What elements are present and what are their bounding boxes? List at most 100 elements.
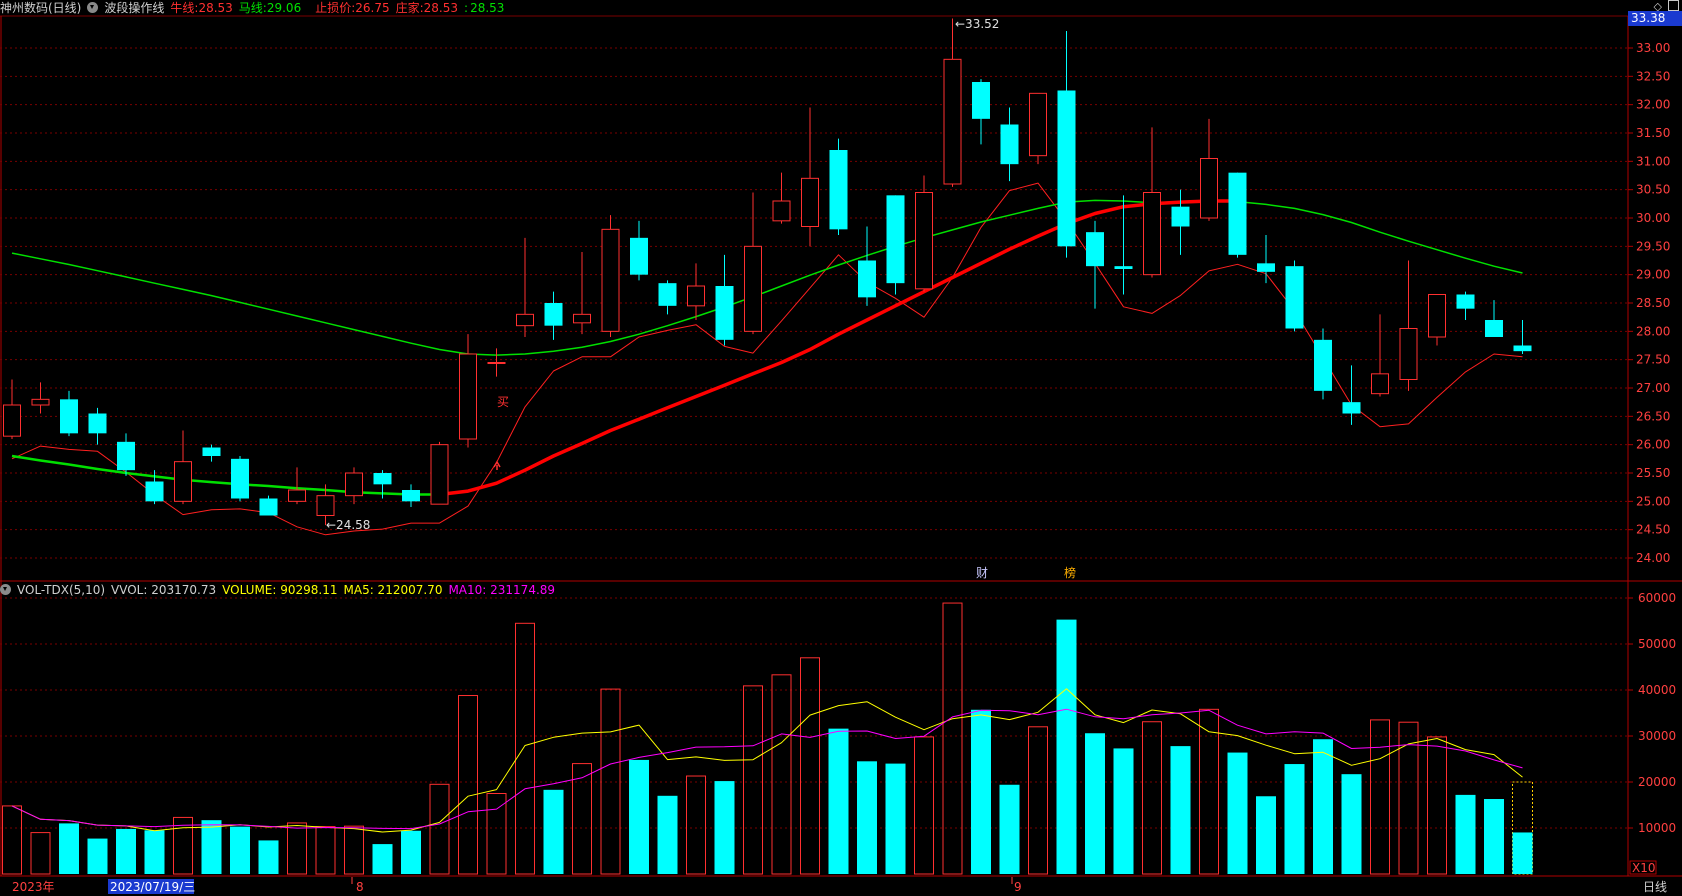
vol-ma5-value: MA5: 212007.70 — [343, 583, 443, 597]
niu-line-up — [439, 199, 1238, 497]
volume-bar — [543, 789, 564, 874]
candle-body — [1200, 158, 1218, 219]
candle — [1456, 291, 1475, 320]
vvol-value: VVOL: 203170.73 — [111, 583, 217, 597]
candle-body — [1485, 320, 1503, 337]
candle — [886, 195, 905, 295]
volume-bar — [1227, 752, 1248, 874]
extra-label: : — [464, 1, 469, 15]
candle-body — [1086, 232, 1104, 267]
candle — [1314, 328, 1332, 400]
volume-tick-label: 10000 — [1638, 821, 1676, 835]
volume-bar — [1170, 746, 1191, 874]
price-tick-label: 24.50 — [1636, 523, 1670, 537]
stock-title[interactable]: 神州数码(日线) — [0, 1, 82, 15]
candle-body — [715, 286, 734, 340]
volume-bar — [486, 793, 507, 875]
price-tick-label: 28.00 — [1636, 324, 1670, 338]
candlesticks — [3, 18, 1532, 526]
dealer-label: 庄家: — [395, 1, 424, 15]
candle-body — [1257, 263, 1275, 272]
volume-bar — [800, 657, 820, 875]
candle-body — [1513, 345, 1532, 352]
candle-body — [430, 444, 449, 505]
volume-bar — [30, 832, 51, 875]
volume-dropdown-icon[interactable] — [0, 584, 11, 595]
candle — [715, 254, 734, 346]
price-tick-label: 29.50 — [1636, 239, 1670, 253]
niu-line-down — [11, 454, 440, 496]
volume-bar — [144, 830, 165, 874]
volume-bar — [771, 674, 792, 875]
candle-body — [1371, 373, 1389, 395]
volume-axis: 10000 20000 30000 40000 50000 60000 X10 — [1628, 591, 1676, 875]
high-price-label: ←33.52 — [955, 17, 999, 31]
volume-bar — [629, 759, 649, 874]
dealer-line — [11, 199, 1523, 356]
volume-bar — [315, 826, 336, 875]
candle — [316, 484, 335, 526]
niu-value: 28.53 — [198, 1, 233, 15]
volume-bar — [1313, 739, 1333, 874]
candle — [1399, 260, 1418, 391]
price-axis: 24.00 24.50 25.00 25.50 26.00 26.50 27.00 27.50… — [1628, 41, 1670, 565]
candle — [231, 456, 249, 502]
candle-body — [1057, 90, 1076, 247]
candle-body — [744, 245, 762, 332]
volume-indicator-name[interactable]: VOL-TDX(5,10) — [17, 583, 106, 597]
candle — [1000, 107, 1019, 182]
year-label: 2023年 — [12, 880, 55, 894]
restore-icon[interactable] — [1668, 0, 1679, 11]
volume-tick-label: 20000 — [1638, 775, 1676, 789]
volume-tick-label: 40000 — [1638, 683, 1676, 697]
current-price-badge: 33.38 — [1628, 11, 1682, 26]
candle — [687, 263, 705, 320]
volume-bar — [600, 688, 621, 875]
candle — [1428, 294, 1446, 346]
extra-value: 28.53 — [470, 1, 505, 15]
price-tick-label: 30.50 — [1636, 183, 1670, 197]
candle-body — [1314, 339, 1332, 391]
candle — [972, 79, 990, 145]
cursor-date-box — [108, 879, 194, 894]
candle-body — [459, 353, 477, 440]
candle-body — [60, 399, 78, 434]
candle-body — [772, 200, 791, 222]
candle-body — [601, 228, 620, 332]
volume-bar — [686, 775, 706, 875]
candle — [60, 390, 78, 437]
price-tick-label: 27.00 — [1636, 381, 1670, 395]
volume-bar — [572, 763, 592, 875]
indicator-dropdown-icon[interactable] — [87, 2, 99, 13]
diamond-icon[interactable]: ◇ — [1653, 0, 1662, 13]
candle-body — [88, 413, 107, 434]
candle — [573, 252, 591, 335]
candle — [772, 172, 791, 224]
ranking-marker: 榜 — [1064, 565, 1076, 580]
candle — [744, 192, 762, 335]
candle-body — [630, 237, 648, 275]
volume-bar — [942, 602, 963, 875]
candle-body — [174, 461, 192, 502]
volume-bar — [173, 816, 193, 875]
candle — [1200, 118, 1218, 221]
candle — [630, 220, 648, 281]
candle-body — [972, 82, 990, 119]
volume-bar — [1142, 721, 1162, 875]
stop-label: 止损价: — [315, 1, 356, 15]
price-tick-label: 28.50 — [1636, 296, 1670, 310]
volume-bar — [971, 709, 991, 874]
chart-annotations: ←33.52 ←24.58 买财 榜 — [326, 17, 1076, 580]
candle-body — [345, 472, 363, 497]
volume-bar — [344, 825, 364, 875]
candle — [145, 470, 164, 505]
candle-body — [516, 313, 534, 327]
indicator-name[interactable]: 波段操作线 — [104, 1, 165, 15]
volume-bar — [1284, 764, 1305, 874]
candle — [117, 433, 135, 476]
candle-body — [202, 447, 221, 456]
price-tick-label: 30.00 — [1636, 211, 1670, 225]
candle-body — [145, 481, 164, 502]
candle-body — [687, 285, 705, 307]
